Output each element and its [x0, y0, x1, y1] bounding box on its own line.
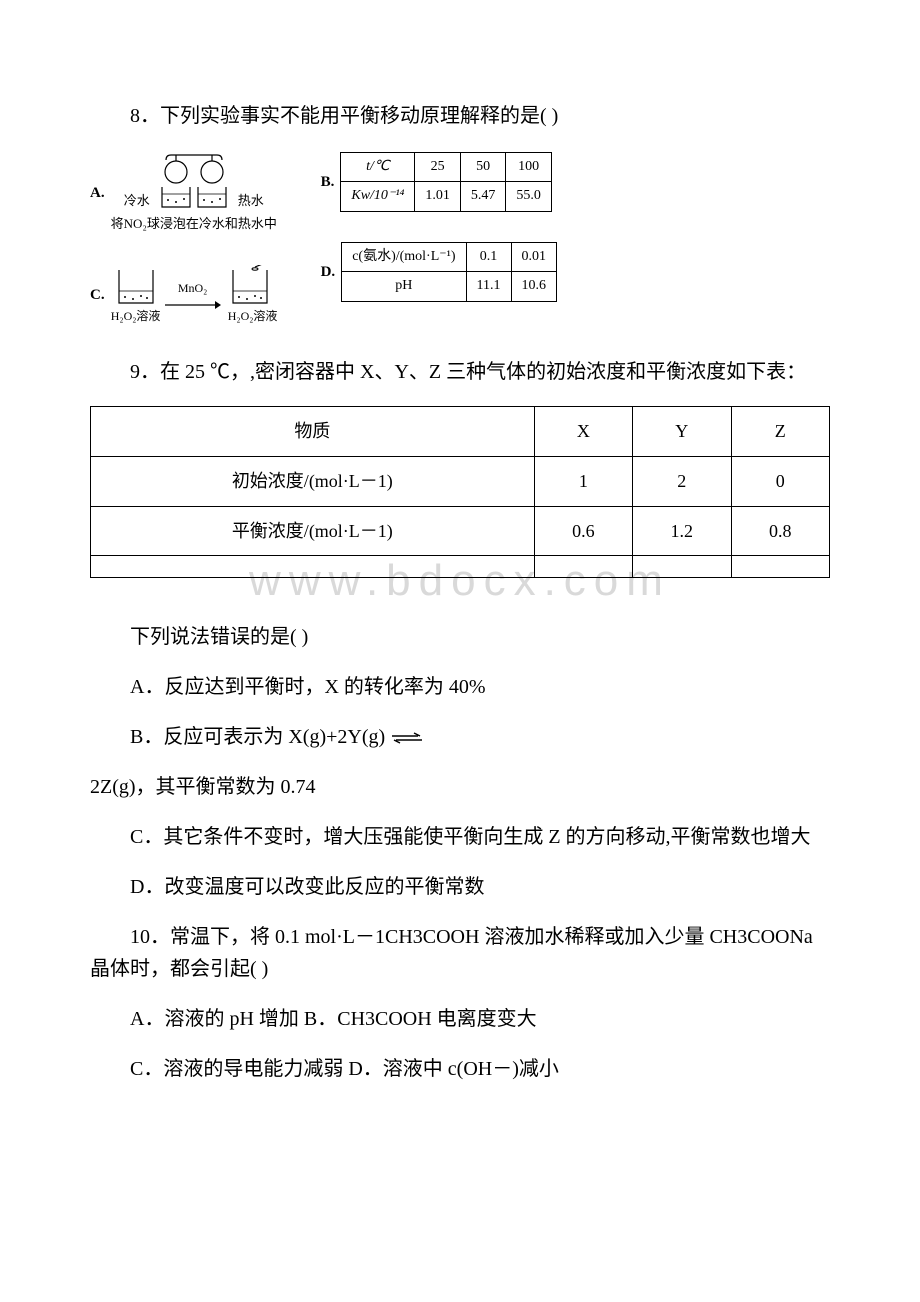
q8-figure: A. 冷水	[90, 152, 830, 326]
b-t-hdr: t/℃	[341, 153, 415, 182]
b-kw-1: 1.01	[415, 182, 461, 211]
q9-opt-b2: 2Z(g)，其平衡常数为 0.74	[90, 771, 830, 803]
q9-table: 物质 X Y Z 初始浓度/(mol·L－1) 1 2 0 平衡浓度/(mol·…	[90, 406, 830, 578]
q8-option-a: A. 冷水	[90, 152, 281, 235]
beaker-left-label: H₂O₂溶液	[111, 307, 161, 326]
q9-opt-d: D．改变温度可以改变此反应的平衡常数	[90, 871, 830, 903]
mno2-label: MnO₂	[178, 279, 208, 298]
q9-h3: Z	[731, 406, 829, 456]
equilibrium-arrow-icon	[390, 732, 424, 744]
b-kw-hdr: Kw/10⁻¹⁴	[341, 182, 415, 211]
q9-init-x: 1	[534, 456, 632, 506]
q8-b-table: t/℃ 25 50 100 Kw/10⁻¹⁴ 1.01 5.47 55.0	[340, 152, 552, 212]
q8-d-label: D.	[321, 260, 336, 284]
d-c-2: 0.01	[511, 242, 557, 271]
q8-stem: 8．下列实验事实不能用平衡移动原理解释的是( )	[90, 100, 830, 132]
d-c-1: 0.1	[466, 242, 511, 271]
q8-b-label: B.	[321, 170, 335, 194]
q10-stem: 10．常温下，将 0.1 mol·L－1CH3COOH 溶液加水稀释或加入少量 …	[90, 921, 830, 985]
q9-h2: Y	[633, 406, 731, 456]
flask-caption: 将NO₂球浸泡在冷水和热水中	[111, 214, 277, 235]
beaker-right-icon	[225, 265, 281, 307]
q9-init-y: 2	[633, 456, 731, 506]
beaker-right-label: H₂O₂溶液	[228, 307, 278, 326]
q9-eq-z: 0.8	[731, 506, 829, 556]
q9-eq-x: 0.6	[534, 506, 632, 556]
flask-hot-label: 热水	[238, 191, 264, 212]
beaker-left-icon	[111, 265, 161, 307]
q9-opt-c: C．其它条件不变时，增大压强能使平衡向生成 Z 的方向移动,平衡常数也增大	[90, 821, 830, 853]
q9-eq-lbl: 平衡浓度/(mol·L－1)	[91, 506, 535, 556]
b-t-25: 25	[415, 153, 461, 182]
d-ph-hdr: pH	[342, 272, 466, 301]
q9-eq-y: 1.2	[633, 506, 731, 556]
d-c-hdr: c(氨水)/(mol·L⁻¹)	[342, 242, 466, 271]
q9-init-z: 0	[731, 456, 829, 506]
q8-a-label: A.	[90, 181, 105, 205]
flask-cold-label: 冷水	[124, 191, 150, 212]
q9-prompt: 下列说法错误的是( )	[90, 621, 830, 653]
q9-optb-text1: B．反应可表示为 X(g)+2Y(g)	[130, 726, 390, 748]
b-t-100: 100	[506, 153, 552, 182]
beaker-diagram: H₂O₂溶液 MnO₂	[111, 265, 281, 326]
q8-option-b: B. t/℃ 25 50 100 Kw/10⁻¹⁴ 1.01 5.47 55.0	[321, 152, 557, 212]
q10-opt-ab: A．溶液的 pH 增加 B．CH3COOH 电离度变大	[90, 1003, 830, 1035]
q8-d-table: c(氨水)/(mol·L⁻¹) 0.1 0.01 pH 11.1 10.6	[341, 242, 557, 302]
q9-stem: 9．在 25 ℃，,密闭容器中 X、Y、Z 三种气体的初始浓度和平衡浓度如下表：	[90, 356, 830, 388]
q8-option-c: C. H₂O₂溶液 MnO₂	[90, 265, 281, 326]
q9-opt-a: A．反应达到平衡时，X 的转化率为 40%	[90, 671, 830, 703]
flask-diagram: 冷水	[111, 152, 277, 235]
q9-init-lbl: 初始浓度/(mol·L－1)	[91, 456, 535, 506]
d-ph-2: 10.6	[511, 272, 557, 301]
q10-opt-cd: C．溶液的导电能力减弱 D．溶液中 c(OH－)减小	[90, 1053, 830, 1085]
d-ph-1: 11.1	[466, 272, 511, 301]
q9-opt-b1: B．反应可表示为 X(g)+2Y(g)	[90, 721, 830, 753]
q8-c-label: C.	[90, 283, 105, 307]
q9-h0: 物质	[91, 406, 535, 456]
q9-h1: X	[534, 406, 632, 456]
arrow-icon	[163, 298, 223, 312]
q8-option-d: D. c(氨水)/(mol·L⁻¹) 0.1 0.01 pH 11.1 10.6	[321, 242, 557, 302]
b-kw-3: 55.0	[506, 182, 552, 211]
flask-cold-icon	[154, 152, 234, 212]
b-kw-2: 5.47	[460, 182, 506, 211]
b-t-50: 50	[460, 153, 506, 182]
